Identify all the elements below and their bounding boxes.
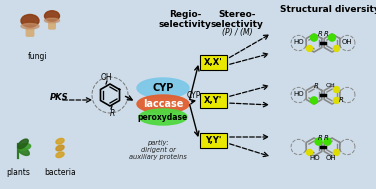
Circle shape: [334, 87, 340, 93]
FancyBboxPatch shape: [49, 16, 55, 29]
Ellipse shape: [18, 144, 30, 150]
Ellipse shape: [56, 138, 64, 144]
FancyBboxPatch shape: [200, 132, 226, 147]
FancyBboxPatch shape: [200, 54, 226, 70]
Text: R: R: [314, 83, 318, 89]
Circle shape: [315, 138, 322, 145]
Ellipse shape: [137, 78, 189, 98]
Ellipse shape: [21, 15, 39, 27]
Ellipse shape: [21, 23, 39, 29]
Text: OH: OH: [100, 74, 112, 83]
Text: R: R: [339, 97, 344, 102]
Text: Stereo-
selectivity: Stereo- selectivity: [211, 10, 264, 29]
Text: Regio-
selectivity: Regio- selectivity: [159, 10, 211, 29]
Text: Y,Y': Y,Y': [205, 136, 221, 145]
Ellipse shape: [56, 145, 64, 151]
Text: bacteria: bacteria: [44, 168, 76, 177]
Circle shape: [334, 149, 340, 155]
Ellipse shape: [44, 18, 59, 23]
Text: Structural diversity: Structural diversity: [280, 5, 376, 14]
Circle shape: [329, 34, 335, 41]
Text: HO: HO: [294, 39, 304, 45]
Text: laccase: laccase: [143, 99, 183, 109]
Text: R: R: [324, 31, 329, 37]
Text: R: R: [109, 108, 115, 118]
Ellipse shape: [139, 109, 187, 125]
FancyBboxPatch shape: [200, 92, 226, 108]
Circle shape: [306, 45, 312, 51]
Circle shape: [334, 45, 340, 51]
Text: X,X': X,X': [204, 57, 222, 67]
Text: OH: OH: [342, 39, 353, 45]
Circle shape: [324, 138, 331, 145]
Text: HO: HO: [294, 91, 304, 97]
Text: partly:
dirigent or
auxiliary proteins: partly: dirigent or auxiliary proteins: [129, 140, 187, 160]
Ellipse shape: [56, 152, 64, 158]
FancyBboxPatch shape: [26, 22, 34, 36]
Circle shape: [311, 97, 317, 104]
Ellipse shape: [44, 11, 59, 21]
Text: R: R: [324, 135, 329, 141]
Text: peroxydase: peroxydase: [138, 112, 188, 122]
Text: CYP: CYP: [152, 83, 174, 93]
Ellipse shape: [18, 147, 29, 155]
Circle shape: [306, 149, 312, 155]
Text: fungi: fungi: [28, 52, 48, 61]
Circle shape: [334, 97, 340, 103]
Ellipse shape: [137, 95, 189, 113]
Text: CYP: CYP: [187, 91, 201, 99]
Text: OH: OH: [325, 83, 335, 88]
Text: R: R: [318, 31, 323, 37]
Text: plants: plants: [6, 168, 30, 177]
Text: R: R: [318, 135, 323, 141]
Ellipse shape: [18, 139, 28, 149]
Text: OH: OH: [326, 155, 337, 161]
Text: X,Y': X,Y': [204, 95, 222, 105]
Text: PKS: PKS: [50, 94, 69, 102]
Text: (P) / (M): (P) / (M): [222, 28, 252, 37]
Text: HO: HO: [309, 155, 320, 161]
Circle shape: [311, 34, 317, 41]
